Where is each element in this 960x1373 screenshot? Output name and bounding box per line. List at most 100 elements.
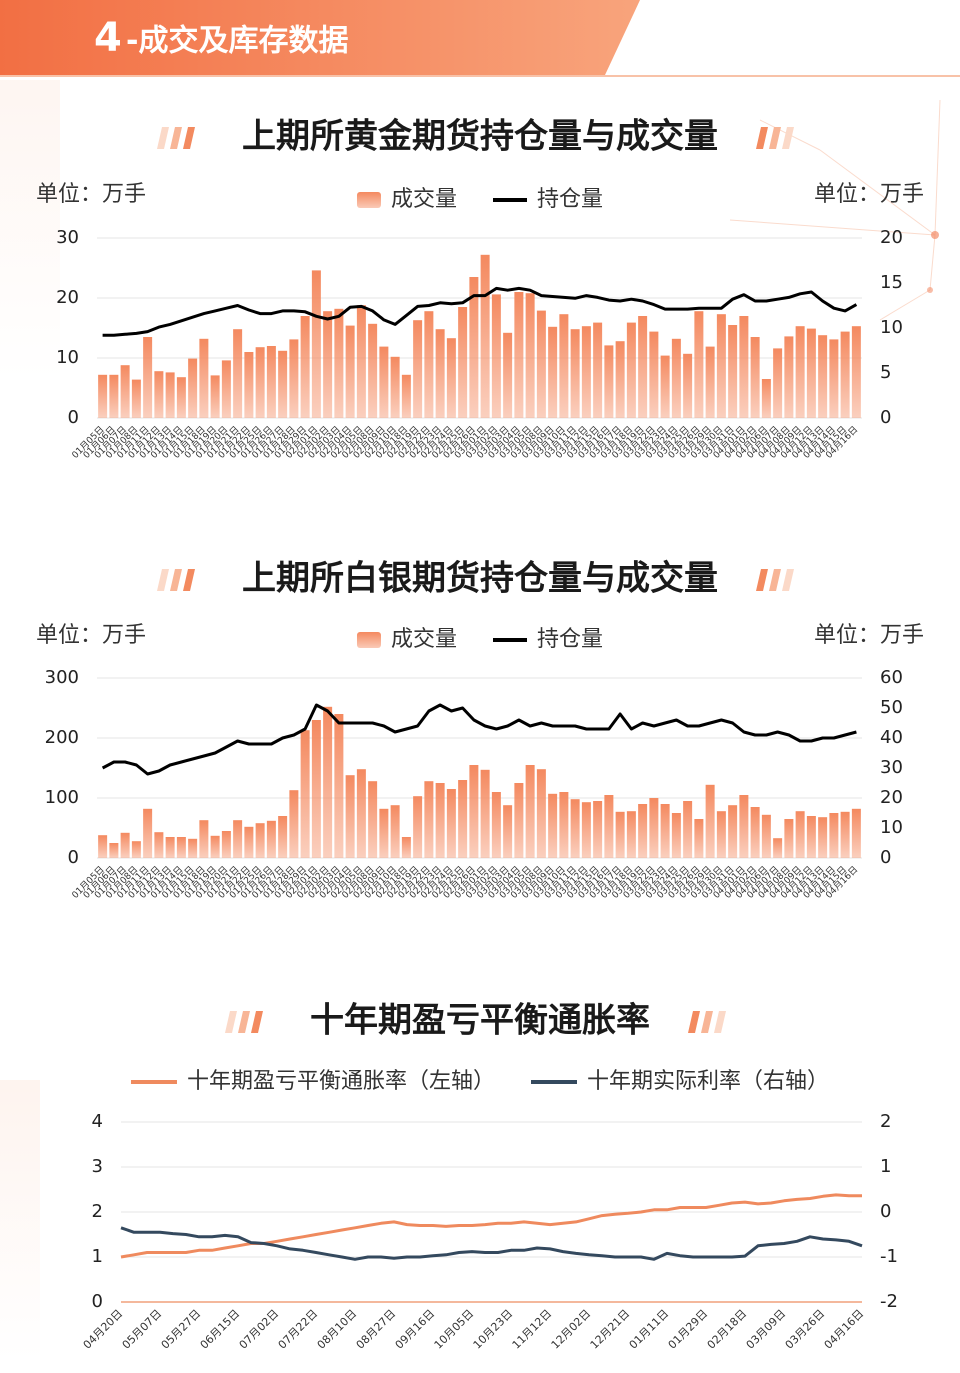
legend-label: 十年期盈亏平衡通胀率（左轴） xyxy=(187,1069,495,1094)
header: 4 -成交及库存数据 xyxy=(0,0,960,77)
bar xyxy=(503,332,513,418)
y2-tick-label: 0 xyxy=(880,847,891,868)
y2-tick-label: 50 xyxy=(880,697,903,718)
bar xyxy=(806,328,816,418)
bar xyxy=(514,783,524,858)
bar xyxy=(795,811,805,858)
y2-tick-label: 1 xyxy=(880,1156,891,1177)
bar xyxy=(660,804,670,858)
bar xyxy=(109,843,119,858)
bar xyxy=(773,838,783,858)
line xyxy=(120,1226,863,1261)
header-number: 4 xyxy=(94,15,122,61)
bar xyxy=(266,820,276,858)
y2-tick-label: 40 xyxy=(880,727,903,748)
title-ornament xyxy=(782,569,794,591)
header-banner xyxy=(0,0,640,75)
bar xyxy=(491,792,501,858)
bar xyxy=(413,796,423,858)
y-tick-label: 300 xyxy=(45,667,79,688)
legend-item: 成交量 xyxy=(356,187,457,212)
bar xyxy=(851,326,861,418)
y-tick-label: 10 xyxy=(56,347,79,368)
title-ornament xyxy=(769,569,781,591)
y2-tick-label: 10 xyxy=(880,817,903,838)
bar xyxy=(829,339,839,418)
bar xyxy=(480,769,490,858)
legend: 成交量 持仓量 xyxy=(356,627,603,652)
title-ornament xyxy=(688,1011,700,1033)
title-ornament xyxy=(701,1011,713,1033)
bar xyxy=(604,345,614,418)
bar xyxy=(536,769,546,858)
bar xyxy=(233,820,243,858)
chart-title: 上期所白银期货持仓量与成交量 xyxy=(242,559,718,599)
x-tick-label: 07月22日 xyxy=(276,1307,321,1352)
y2-tick-label: 20 xyxy=(880,787,903,808)
y2-tick-label: 60 xyxy=(880,667,903,688)
bar xyxy=(424,311,434,418)
bar xyxy=(109,374,119,418)
bar xyxy=(536,310,546,418)
bar xyxy=(671,813,681,858)
bar xyxy=(525,293,535,418)
unit-right: 单位：万手 xyxy=(814,623,924,648)
bar xyxy=(379,808,389,858)
header-title: -成交及库存数据 xyxy=(126,24,348,59)
bar xyxy=(244,352,254,418)
bar xyxy=(773,348,783,418)
bar xyxy=(176,837,186,858)
x-tick-label: 06月15日 xyxy=(198,1307,243,1352)
x-tick-label: 09月16日 xyxy=(393,1307,438,1352)
legend-swatch xyxy=(356,632,381,648)
legend-label: 成交量 xyxy=(391,187,457,212)
bar xyxy=(435,329,445,418)
legend-item: 十年期实际利率（右轴） xyxy=(531,1069,829,1094)
bar xyxy=(356,305,366,418)
line xyxy=(101,703,857,776)
bar xyxy=(188,358,198,418)
y2-tick-label: 0 xyxy=(880,407,891,428)
legend-item: 持仓量 xyxy=(493,187,603,212)
y-tick-label: 30 xyxy=(56,227,79,248)
y2-tick-label: 2 xyxy=(880,1111,891,1132)
bar xyxy=(199,820,209,858)
title-ornament xyxy=(170,127,182,149)
bar xyxy=(683,353,693,418)
bar xyxy=(716,314,726,418)
bar xyxy=(671,338,681,418)
legend-label: 持仓量 xyxy=(537,187,603,212)
title-ornament xyxy=(225,1011,237,1033)
bar xyxy=(120,832,130,858)
bar xyxy=(244,826,254,858)
bar xyxy=(705,784,715,858)
legend-label: 持仓量 xyxy=(537,627,603,652)
x-tick-label: 11月12日 xyxy=(510,1307,555,1352)
bar xyxy=(570,799,580,858)
bar xyxy=(154,371,164,418)
bar xyxy=(255,347,265,418)
unit-right: 单位：万手 xyxy=(814,182,924,207)
y-tick-label: 20 xyxy=(56,287,79,308)
bar xyxy=(739,316,749,418)
bar xyxy=(469,765,479,858)
title-ornament xyxy=(769,127,781,149)
title-ornament xyxy=(756,569,768,591)
bar xyxy=(795,326,805,418)
bar xyxy=(199,338,209,418)
x-tick-label: 10月05日 xyxy=(432,1307,477,1352)
bar xyxy=(143,337,153,418)
bar xyxy=(750,807,760,858)
bar xyxy=(131,841,141,858)
bar xyxy=(345,325,355,418)
bar xyxy=(278,816,288,858)
x-tick-label: 12月02日 xyxy=(549,1307,594,1352)
x-tick-label: 07月02日 xyxy=(237,1307,282,1352)
x-tick-label: 05月07日 xyxy=(120,1307,165,1352)
bar xyxy=(210,835,220,858)
bar xyxy=(379,346,389,418)
bar xyxy=(615,811,625,858)
bar xyxy=(570,329,580,418)
unit-left: 单位：万手 xyxy=(36,623,146,648)
